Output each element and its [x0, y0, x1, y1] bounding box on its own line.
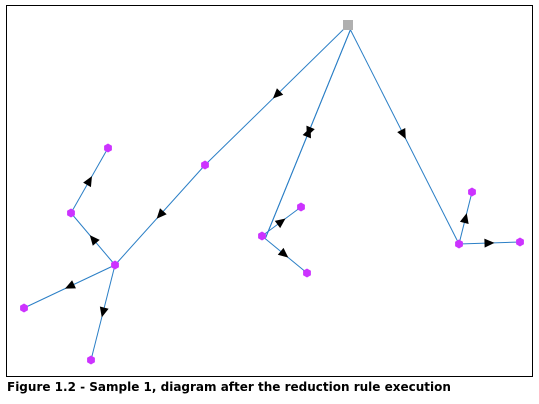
- node-n-h: [297, 202, 305, 212]
- arrow-n-a-to-n-b: [156, 208, 167, 219]
- node-n-k: [468, 187, 476, 197]
- figure-caption: Figure 1.2 - Sample 1, diagram after the…: [7, 380, 451, 394]
- node-n-f: [87, 355, 95, 365]
- arrow-n-b-to-n-e: [64, 280, 76, 289]
- edges-layer: [23, 24, 521, 361]
- node-n-d: [104, 143, 112, 153]
- nodes-layer: [20, 20, 524, 365]
- arrow-n-j-to-n-l: [484, 238, 495, 248]
- arrow-n-g-to-n-h: [274, 218, 286, 229]
- arrows-layer: [64, 88, 495, 318]
- node-n-i: [303, 268, 311, 278]
- arrow-n-b-to-n-c: [89, 235, 100, 246]
- node-root: [343, 20, 353, 30]
- node-n-a: [201, 160, 209, 170]
- arrow-n-b-to-n-f: [99, 306, 109, 318]
- arrow-root-to-n-a: [272, 88, 284, 99]
- arrow-n-j-to-n-k: [459, 213, 469, 224]
- node-n-j: [455, 239, 463, 249]
- diagram-frame: [6, 5, 533, 377]
- node-n-b: [111, 260, 119, 270]
- node-n-g: [258, 231, 266, 241]
- arrow-n-c-to-n-d: [83, 176, 92, 188]
- diagram-canvas: [20, 20, 524, 365]
- arrow-root-to-n-j: [397, 128, 406, 139]
- node-n-c: [67, 208, 75, 218]
- node-n-l: [516, 237, 524, 247]
- arrow-n-g-to-n-i: [277, 247, 289, 258]
- node-n-e: [20, 303, 28, 313]
- arrow-n-g-to-root: [302, 127, 311, 139]
